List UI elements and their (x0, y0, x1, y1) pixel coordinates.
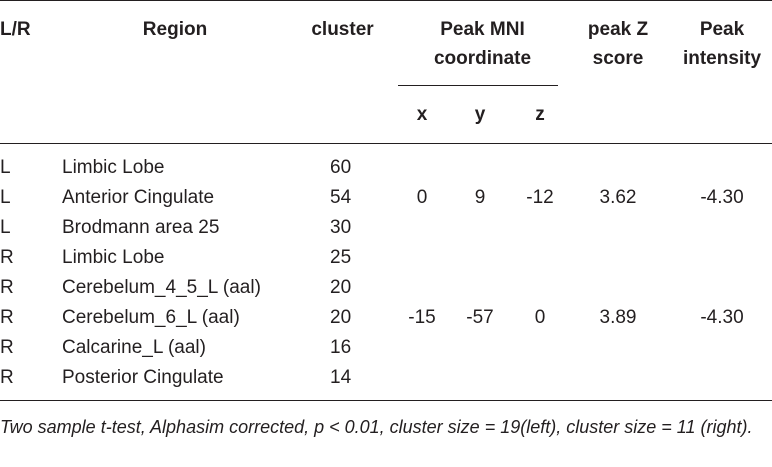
cell-z-score: 3.62 (599, 187, 637, 208)
cell-cluster: 14 (330, 367, 352, 388)
header-y: y (474, 104, 486, 125)
header-peak-mni-line2: coordinate (433, 48, 532, 69)
cell-region: Limbic Lobe (62, 247, 165, 268)
header-region: Region (142, 19, 208, 40)
table-bottom-rule (0, 400, 772, 401)
cell-region: Brodmann area 25 (62, 217, 220, 238)
header-peak-mni-line1: Peak MNI (440, 19, 525, 40)
mni-subheader-rule (398, 85, 558, 86)
header-peak-intensity-line1: Peak (699, 19, 745, 40)
header-z: z (535, 104, 545, 125)
table-footnote: Two sample t-test, Alphasim corrected, p… (0, 417, 753, 437)
cell-lr: R (0, 277, 14, 298)
header-x: x (416, 104, 428, 125)
cell-intensity: -4.30 (700, 187, 744, 208)
cell-peak-z: -12 (526, 187, 554, 208)
cell-cluster: 16 (330, 337, 352, 358)
cell-cluster: 20 (330, 307, 352, 328)
header-lr: L/R (0, 19, 31, 40)
cell-cluster: 20 (330, 277, 352, 298)
table-top-rule (0, 0, 772, 1)
cell-peak-z: 0 (534, 307, 546, 328)
cell-z-score: 3.89 (599, 307, 637, 328)
cell-peak-y: -57 (466, 307, 494, 328)
cell-region: Anterior Cingulate (62, 187, 215, 208)
cell-lr: R (0, 337, 14, 358)
header-cluster: cluster (311, 19, 374, 40)
cell-lr: L (0, 157, 11, 178)
header-bottom-rule (0, 143, 772, 144)
cell-cluster: 54 (330, 187, 352, 208)
cell-lr: R (0, 367, 14, 388)
cell-region: Cerebelum_6_L (aal) (62, 307, 240, 328)
cell-region: Calcarine_L (aal) (62, 337, 206, 358)
header-peak-intensity-line2: intensity (682, 48, 762, 69)
header-peak-z-line1: peak Z (587, 19, 649, 40)
cell-peak-x: -15 (408, 307, 436, 328)
cell-region: Limbic Lobe (62, 157, 165, 178)
cell-region: Cerebelum_4_5_L (aal) (62, 277, 261, 298)
cell-lr: R (0, 307, 14, 328)
cell-lr: R (0, 247, 14, 268)
cell-lr: L (0, 217, 11, 238)
cell-cluster: 60 (330, 157, 352, 178)
cell-intensity: -4.30 (700, 307, 744, 328)
header-peak-z-line2: score (592, 48, 644, 69)
cell-cluster: 30 (330, 217, 352, 238)
cell-peak-x: 0 (416, 187, 428, 208)
cell-peak-y: 9 (474, 187, 486, 208)
cell-region: Posterior Cingulate (62, 367, 224, 388)
cell-lr: L (0, 187, 11, 208)
cell-cluster: 25 (330, 247, 352, 268)
